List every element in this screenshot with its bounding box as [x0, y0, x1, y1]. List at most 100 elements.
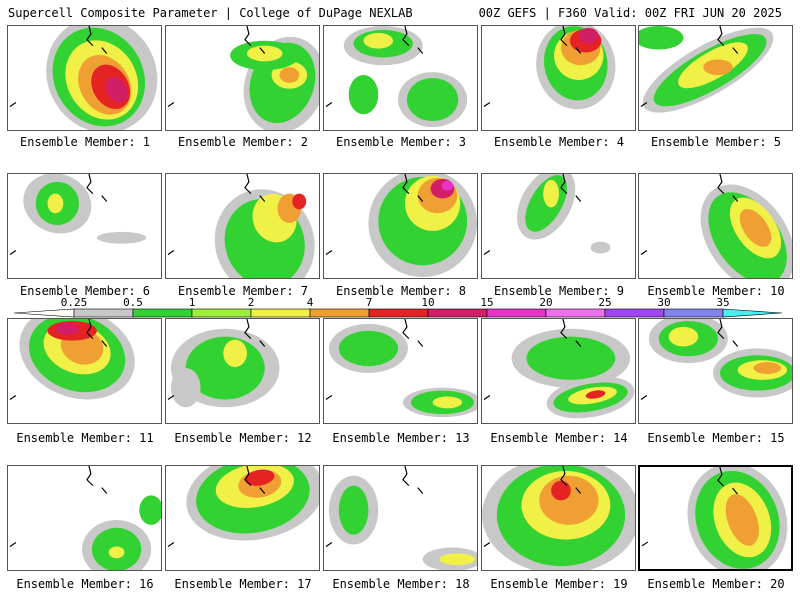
scp-contour: [439, 553, 476, 566]
ensemble-map-8[interactable]: [323, 173, 478, 279]
scp-contour: [170, 368, 201, 408]
member-caption: Ensemble Member: 4: [493, 135, 625, 149]
scp-contour: [441, 180, 454, 191]
ensemble-map-14[interactable]: [481, 318, 636, 424]
scp-field: [640, 319, 792, 400]
scale-tick-label: 4: [306, 296, 314, 309]
coastline-outline: [483, 26, 582, 107]
scale-bin: [309, 308, 370, 318]
scp-contour: [578, 27, 599, 44]
scale-bin: [427, 308, 488, 318]
member-caption: Ensemble Member: 9: [493, 284, 625, 298]
scp-field: [9, 319, 135, 400]
scp-contour: [363, 32, 394, 49]
ensemble-map-11[interactable]: [7, 318, 162, 424]
ensemble-map-15[interactable]: [638, 318, 793, 424]
ensemble-map-5[interactable]: [638, 25, 793, 131]
coastline-outline: [9, 319, 108, 400]
scp-contour: [739, 209, 772, 247]
member-caption: Ensemble Member: 5: [650, 135, 782, 149]
scale-tick-label: 25: [598, 296, 612, 309]
member-caption: Ensemble Member: 10: [647, 284, 785, 298]
ensemble-map-10[interactable]: [638, 173, 793, 279]
ensemble-map-16[interactable]: [7, 465, 162, 571]
scale-bin: [191, 308, 252, 318]
coastline-outline: [9, 466, 108, 547]
ensemble-map-19[interactable]: [481, 465, 636, 571]
ensemble-map-4[interactable]: [481, 25, 636, 131]
member-caption: Ensemble Member: 2: [177, 135, 309, 149]
scale-bin: [722, 308, 783, 318]
member-caption: Ensemble Member: 7: [177, 284, 309, 298]
coastline-outline: [167, 174, 266, 255]
member-caption: Ensemble Member: 14: [490, 431, 628, 445]
scp-contour: [348, 75, 379, 115]
coastline-outline: [9, 174, 108, 255]
coastline-outline: [483, 319, 582, 400]
scale-tick-label: 20: [539, 296, 553, 309]
scp-contour: [551, 480, 571, 501]
scp-contour: [108, 546, 125, 559]
scp-contour: [526, 336, 616, 380]
scp-contour: [668, 326, 699, 347]
scale-bin: [486, 308, 547, 318]
coastline-outline: [640, 319, 739, 400]
scp-field: [325, 319, 477, 418]
scale-tick-label: 15: [480, 296, 494, 309]
scale-bin: [132, 308, 193, 318]
ensemble-map-17[interactable]: [165, 465, 320, 571]
scp-field: [483, 26, 616, 110]
ensemble-map-9[interactable]: [481, 173, 636, 279]
scale-tick-label: 0.25: [60, 296, 88, 309]
scale-tick-label: 1: [188, 296, 196, 309]
coastline-outline: [9, 26, 108, 107]
scale-bin: [545, 308, 606, 318]
scp-contour: [338, 330, 399, 367]
scp-contour: [245, 469, 275, 486]
ensemble-map-1[interactable]: [7, 25, 162, 131]
coastline-outline: [641, 467, 738, 547]
ensemble-map-7[interactable]: [165, 173, 320, 279]
scp-field: [325, 466, 477, 570]
member-caption: Ensemble Member: 17: [174, 577, 312, 591]
scp-contour: [47, 193, 64, 214]
coastline-outline: [167, 26, 266, 107]
ensemble-map-2[interactable]: [165, 25, 320, 131]
ensemble-map-3[interactable]: [323, 25, 478, 131]
scp-field: [483, 319, 635, 419]
scale-bin: [604, 308, 665, 318]
color-scale-bar: [13, 308, 783, 318]
ensemble-map-12[interactable]: [165, 318, 320, 424]
scale-tick-label: 7: [365, 296, 373, 309]
ensemble-map-20[interactable]: [638, 465, 793, 571]
coastline-outline: [483, 174, 582, 255]
member-caption: Ensemble Member: 12: [174, 431, 312, 445]
scp-field: [325, 26, 468, 128]
ensemble-map-18[interactable]: [323, 465, 478, 571]
coastline-outline: [325, 26, 424, 107]
member-caption: Ensemble Member: 16: [16, 577, 154, 591]
scp-contour: [585, 390, 606, 399]
member-caption: Ensemble Member: 11: [16, 431, 154, 445]
member-caption: Ensemble Member: 15: [647, 431, 785, 445]
scp-contour: [292, 193, 307, 210]
scp-field: [167, 26, 319, 130]
coastline-outline: [167, 319, 266, 400]
scp-field: [640, 174, 792, 278]
scp-field: [639, 26, 774, 113]
scale-tick-label: 2: [247, 296, 255, 309]
ensemble-map-6[interactable]: [7, 173, 162, 279]
member-caption: Ensemble Member: 6: [19, 284, 151, 298]
coastline-outline: [483, 466, 582, 547]
coastline-outline: [325, 174, 424, 255]
scp-field: [9, 26, 158, 130]
scale-tick-label: 0.5: [123, 296, 143, 309]
scale-bin: [663, 308, 724, 318]
ensemble-map-13[interactable]: [323, 318, 478, 424]
scp-contour: [96, 231, 147, 244]
valid-time-label: 00Z GEFS | F360 Valid: 00Z FRI JUN 20 20…: [478, 6, 782, 20]
scale-tick-label: 30: [657, 296, 671, 309]
scp-contour: [543, 179, 559, 208]
member-caption: Ensemble Member: 18: [332, 577, 470, 591]
scp-contour: [725, 494, 759, 546]
